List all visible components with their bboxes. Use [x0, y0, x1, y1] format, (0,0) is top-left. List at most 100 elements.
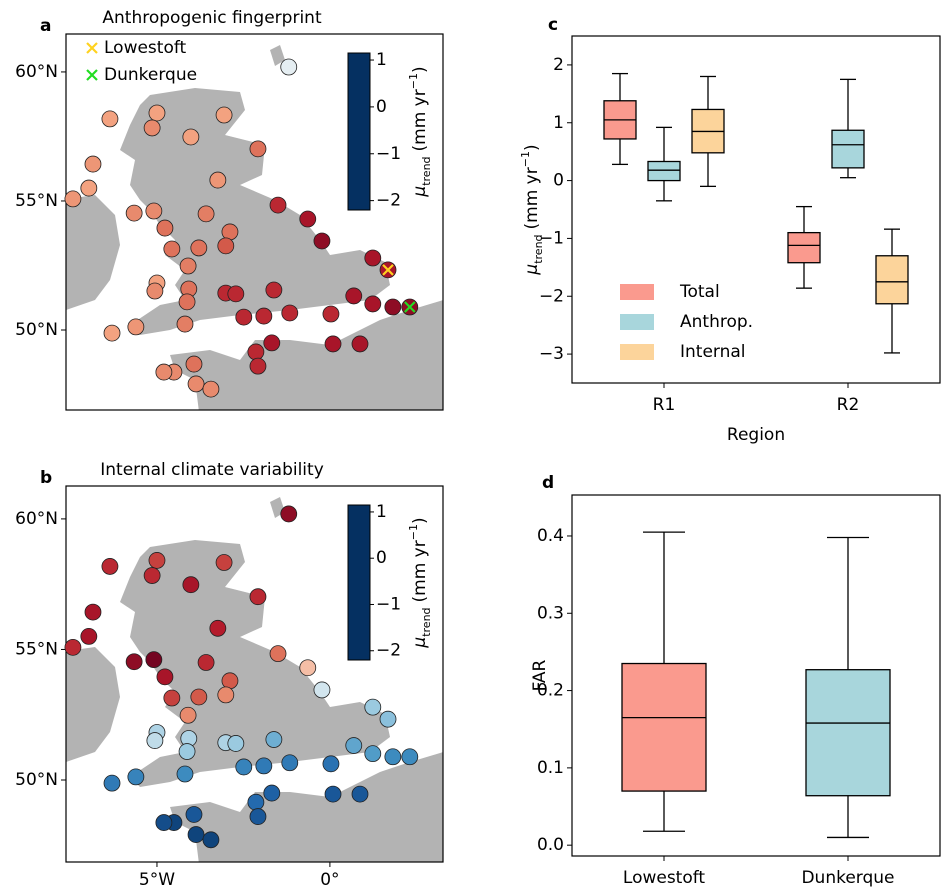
box [621, 662, 707, 792]
station [322, 755, 340, 773]
panel-letter: a [40, 16, 51, 36]
station [227, 285, 245, 303]
station [324, 785, 342, 803]
colorbar-tick-label: −2 [376, 641, 401, 661]
station [322, 305, 340, 323]
legend-swatch [620, 344, 654, 360]
legend-marker [86, 42, 98, 54]
station [202, 831, 220, 849]
station [176, 315, 194, 333]
station [145, 651, 163, 669]
station [155, 363, 173, 381]
station [163, 240, 181, 258]
y-tick-label: 1 [553, 113, 564, 133]
colorbar [347, 52, 371, 211]
station [265, 281, 283, 299]
legend-label: Dunkerque [104, 65, 197, 85]
station [145, 202, 163, 220]
y-tick-label: 50°N [15, 320, 58, 340]
station [263, 784, 281, 802]
station [101, 110, 119, 128]
station [269, 645, 287, 663]
station [263, 334, 281, 352]
colorbar-tick-label: 0 [376, 548, 387, 568]
station [185, 355, 203, 373]
station [190, 239, 208, 257]
panel-letter: c [548, 15, 558, 35]
station [209, 619, 227, 637]
y-tick-label: 2 [553, 55, 564, 75]
y-tick-label: 0.4 [537, 526, 564, 546]
axes-frame [571, 35, 941, 384]
panel-letter: b [40, 468, 52, 488]
axis-label: μtrend (mm yr−1) [407, 517, 433, 648]
chart-title: Internal climate variability [100, 460, 324, 480]
y-tick-label: 60°N [15, 509, 58, 529]
station [255, 757, 273, 775]
station [127, 768, 145, 786]
station [178, 743, 196, 760]
station [215, 554, 233, 571]
station [217, 686, 235, 704]
x-tick-label: Lowestoft [623, 868, 706, 888]
colorbar-tick-label: 1 [376, 50, 387, 70]
station [235, 308, 253, 326]
station [384, 298, 402, 316]
station [221, 672, 239, 690]
panel-letter: d [542, 473, 554, 493]
station [345, 287, 363, 305]
station [64, 638, 82, 656]
x-tick-label: R1 [653, 395, 676, 415]
station [125, 204, 143, 222]
station [197, 205, 215, 223]
label-suffix: ) [410, 517, 430, 524]
label-unit: (mm yr [410, 89, 430, 151]
station [103, 324, 121, 342]
x-tick-label: Dunkerque [801, 868, 894, 888]
x-tick-label: 5°W [139, 870, 175, 890]
label-suffix: ) [410, 66, 430, 73]
station [155, 814, 173, 831]
station [178, 293, 196, 311]
station [249, 588, 267, 606]
legend-swatch [620, 314, 654, 330]
y-tick-label: −1 [539, 228, 564, 248]
station [313, 681, 331, 699]
station [182, 128, 200, 146]
y-tick-label: 55°N [15, 191, 58, 211]
station [187, 826, 205, 843]
x-axis-label: Region [727, 425, 785, 445]
station [156, 219, 174, 237]
chart-title: Anthropogenic fingerprint [102, 8, 322, 28]
station [364, 249, 382, 267]
label-unit: (mm yr [410, 540, 430, 602]
map-frame [65, 33, 444, 411]
station [146, 732, 164, 749]
station [345, 737, 363, 754]
colorbar-tick-label: −1 [376, 144, 401, 164]
label-symbol: μ [410, 637, 430, 649]
box [647, 160, 681, 182]
station [215, 106, 233, 124]
station [379, 710, 397, 728]
box [831, 129, 865, 169]
y-tick-label: 0.0 [537, 835, 564, 855]
colorbar-tick-label: 0 [376, 97, 387, 117]
y-tick-label: 60°N [15, 62, 58, 82]
label-subscript: trend [532, 234, 545, 263]
legend-swatch [620, 284, 654, 300]
station [384, 748, 402, 766]
legend-marker [86, 69, 98, 81]
station [280, 505, 298, 523]
station [197, 654, 215, 671]
legend-label: Anthrop. [680, 312, 753, 332]
station [148, 552, 166, 569]
station [364, 295, 382, 313]
station [156, 668, 174, 686]
station [299, 659, 317, 677]
station [148, 104, 166, 122]
station [182, 576, 200, 594]
station [313, 232, 331, 250]
station [247, 343, 265, 361]
station [209, 171, 227, 189]
